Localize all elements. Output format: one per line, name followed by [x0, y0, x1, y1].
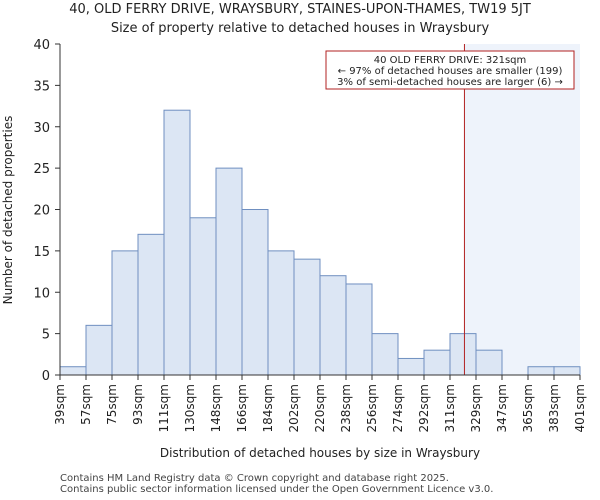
histogram-bar	[111, 250, 139, 376]
y-tick-label: 30	[33, 121, 50, 136]
x-tick-label: 347sqm	[495, 384, 509, 432]
histogram-bar	[319, 275, 347, 376]
histogram-bar	[345, 283, 373, 376]
annotation-box	[325, 50, 575, 90]
x-axis-label: Distribution of detached houses by size …	[160, 446, 480, 460]
x-tick-label: 365sqm	[521, 384, 535, 432]
x-tick-label: 383sqm	[547, 384, 561, 432]
x-tick-label: 292sqm	[417, 384, 431, 432]
x-tick-label: 166sqm	[235, 384, 249, 432]
histogram-bar	[553, 366, 581, 376]
x-tick-label: 274sqm	[391, 384, 405, 432]
histogram-bar	[215, 167, 243, 376]
x-tick-label: 202sqm	[287, 384, 301, 432]
histogram-bar	[475, 349, 503, 376]
x-tick-label: 148sqm	[209, 384, 223, 432]
footer-line-1: Contains HM Land Registry data © Crown c…	[60, 473, 449, 484]
y-axis-label: Number of detached properties	[1, 116, 15, 305]
x-tick-label: 256sqm	[365, 384, 379, 432]
y-tick-label: 5	[42, 328, 50, 343]
histogram-bar	[423, 349, 451, 376]
x-tick-label: 329sqm	[469, 384, 483, 432]
x-tick-label: 311sqm	[443, 384, 457, 432]
x-tick-label: 238sqm	[339, 384, 353, 432]
annotation-line-1: 40 OLD FERRY DRIVE: 321sqm	[374, 55, 527, 66]
x-tick-label: 184sqm	[261, 384, 275, 432]
histogram-bar	[241, 209, 269, 376]
y-tick-label: 35	[33, 79, 50, 94]
y-tick-label: 10	[33, 286, 50, 301]
x-tick-label: 57sqm	[79, 384, 93, 425]
footer-line-2: Contains public sector information licen…	[60, 484, 494, 495]
histogram-bar	[527, 366, 555, 376]
y-tick-label: 25	[33, 162, 50, 177]
x-tick-label: 130sqm	[183, 384, 197, 432]
histogram-bar	[371, 333, 399, 376]
histogram-bar	[293, 258, 321, 376]
x-tick-label: 111sqm	[157, 384, 171, 432]
y-tick-label: 15	[33, 245, 50, 260]
y-tick-label: 20	[33, 204, 50, 219]
histogram-bar	[397, 357, 425, 376]
larger-region-highlight	[464, 44, 580, 375]
x-tick-label: 220sqm	[313, 384, 327, 432]
x-tick-label: 39sqm	[53, 384, 67, 425]
histogram-bar	[267, 250, 295, 376]
annotation-line-3: 3% of semi-detached houses are larger (6…	[337, 77, 563, 88]
annotation-line-2: ← 97% of detached houses are smaller (19…	[338, 66, 563, 77]
y-tick-label: 40	[33, 38, 50, 53]
x-tick-label: 75sqm	[105, 384, 119, 425]
histogram-bar	[163, 109, 191, 376]
chart-subtitle: Size of property relative to detached ho…	[110, 21, 490, 36]
histogram-bar	[85, 324, 113, 376]
chart-title: 40, OLD FERRY DRIVE, WRAYSBURY, STAINES-…	[69, 2, 531, 17]
x-tick-label: 93sqm	[131, 384, 145, 425]
histogram-bar	[137, 233, 165, 376]
x-tick-label: 401sqm	[573, 384, 587, 432]
histogram-bar	[189, 217, 217, 376]
histogram-bar	[59, 366, 87, 376]
y-tick-label: 0	[42, 369, 50, 384]
histogram-bar	[449, 333, 477, 376]
